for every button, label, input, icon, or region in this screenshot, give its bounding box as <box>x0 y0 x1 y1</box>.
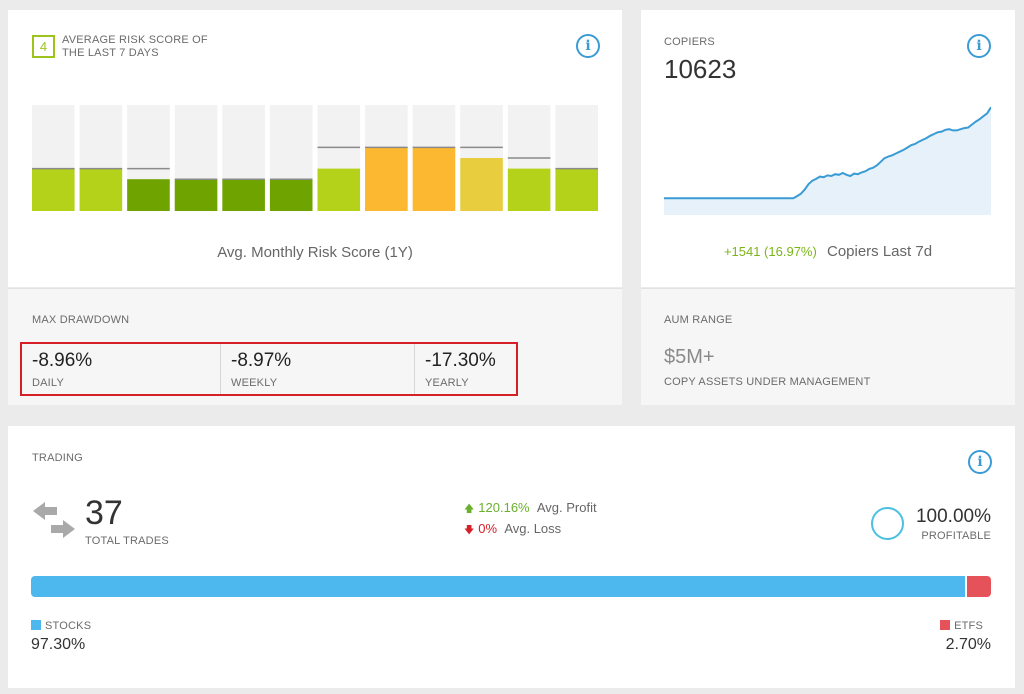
etfs-value: 2.70% <box>945 636 991 653</box>
swap-arrows-icon <box>33 502 75 538</box>
copiers-change-line: +1541 (16.97%) Copiers Last 7d <box>641 243 1015 260</box>
copiers-area <box>664 107 991 215</box>
copiers-info-icon[interactable]: i <box>967 34 991 58</box>
stocks-legend-label: STOCKS <box>45 620 92 632</box>
etfs-legend-label: ETFS <box>954 620 983 632</box>
arrow-up-icon: 🡅 <box>464 504 475 515</box>
total-trades-label: TOTAL TRADES <box>85 535 169 547</box>
drawdown-daily: -8.96% DAILY <box>22 344 220 394</box>
aum-value: $5M+ <box>664 346 715 368</box>
profitable-ring-icon <box>871 507 904 540</box>
avg-loss-value: 0% <box>478 521 498 536</box>
drawdown-weekly-label: WEEKLY <box>231 377 278 389</box>
stocks-value: 97.30% <box>31 636 86 653</box>
risk-info-icon[interactable]: i <box>576 34 600 58</box>
risk-bar <box>555 168 598 211</box>
risk-bar <box>317 168 361 211</box>
avg-loss-row: 🡇 0% Avg. Loss <box>464 521 561 540</box>
risk-bar <box>507 168 551 211</box>
risk-chart-caption: Avg. Monthly Risk Score (1Y) <box>217 244 413 261</box>
max-drawdown-section: MAX DRAWDOWN -8.96% DAILY -8.97% WEEKLY … <box>8 288 622 405</box>
risk-bar <box>127 179 170 211</box>
risk-bar <box>174 179 218 211</box>
profitable-label: PROFITABLE <box>921 530 991 542</box>
risk-bar <box>412 147 456 211</box>
avg-profit-row: 🡅 120.16% Avg. Profit <box>464 500 597 519</box>
risk-bar <box>79 168 123 211</box>
max-drawdown-highlight: -8.96% DAILY -8.97% WEEKLY -17.30% YEARL… <box>20 342 518 396</box>
aum-label: AUM RANGE <box>664 314 733 326</box>
copiers-card: COPIERS 10623 i +1541 (16.97%) Copiers L… <box>641 10 1015 287</box>
copiers-change-value: +1541 (16.97%) <box>723 244 817 259</box>
aum-sub-label: COPY ASSETS UNDER MANAGEMENT <box>664 376 871 388</box>
drawdown-daily-value: -8.96% <box>32 350 93 371</box>
avg-profit-label: Avg. Profit <box>536 500 597 515</box>
copiers-change-label: Copiers Last 7d <box>826 243 933 260</box>
copiers-line <box>664 106 991 200</box>
risk-bar <box>365 147 408 211</box>
etfs-swatch <box>940 620 951 630</box>
max-drawdown-label: MAX DRAWDOWN <box>32 314 130 326</box>
risk-bar <box>460 158 503 211</box>
asset-distribution-bar <box>31 576 991 597</box>
copiers-chart <box>664 106 991 215</box>
trading-card: TRADING i 37 TOTAL TRADES 🡅 120.16% Avg. … <box>8 426 1015 688</box>
risk-bar <box>32 168 75 211</box>
stocks-legend: STOCKS <box>31 620 91 632</box>
drawdown-weekly-value: -8.97% <box>231 350 292 371</box>
arrow-down-icon: 🡇 <box>464 525 475 536</box>
risk-bar <box>222 179 265 211</box>
risk-score-title: AVERAGE RISK SCORE OF THE LAST 7 DAYS <box>62 34 208 59</box>
stocks-segment <box>31 576 966 597</box>
avg-profit-value: 120.16% <box>478 500 530 515</box>
risk-score-card: 4 AVERAGE RISK SCORE OF THE LAST 7 DAYS … <box>8 10 622 287</box>
monthly-risk-chart <box>32 105 598 211</box>
drawdown-yearly-value: -17.30% <box>425 350 496 371</box>
avg-loss-label: Avg. Loss <box>504 521 562 536</box>
copiers-value: 10623 <box>664 54 737 84</box>
aum-section: AUM RANGE $5M+ COPY ASSETS UNDER MANAGEM… <box>641 288 1015 405</box>
trading-info-icon[interactable]: i <box>968 450 992 474</box>
total-trades-value: 37 <box>85 494 123 532</box>
risk-bar <box>269 179 313 211</box>
risk-score-badge: 4 <box>32 35 55 58</box>
drawdown-yearly: -17.30% YEARLY <box>414 344 514 394</box>
drawdown-yearly-label: YEARLY <box>425 377 469 389</box>
trading-label: TRADING <box>32 452 83 464</box>
etfs-legend: ETFS <box>940 620 983 632</box>
etfs-segment <box>965 576 991 597</box>
stocks-swatch <box>31 620 41 630</box>
copiers-label: COPIERS <box>664 36 715 48</box>
drawdown-daily-label: DAILY <box>32 377 64 389</box>
drawdown-weekly: -8.97% WEEKLY <box>220 344 414 394</box>
profitable-value: 100.00% <box>915 506 991 527</box>
